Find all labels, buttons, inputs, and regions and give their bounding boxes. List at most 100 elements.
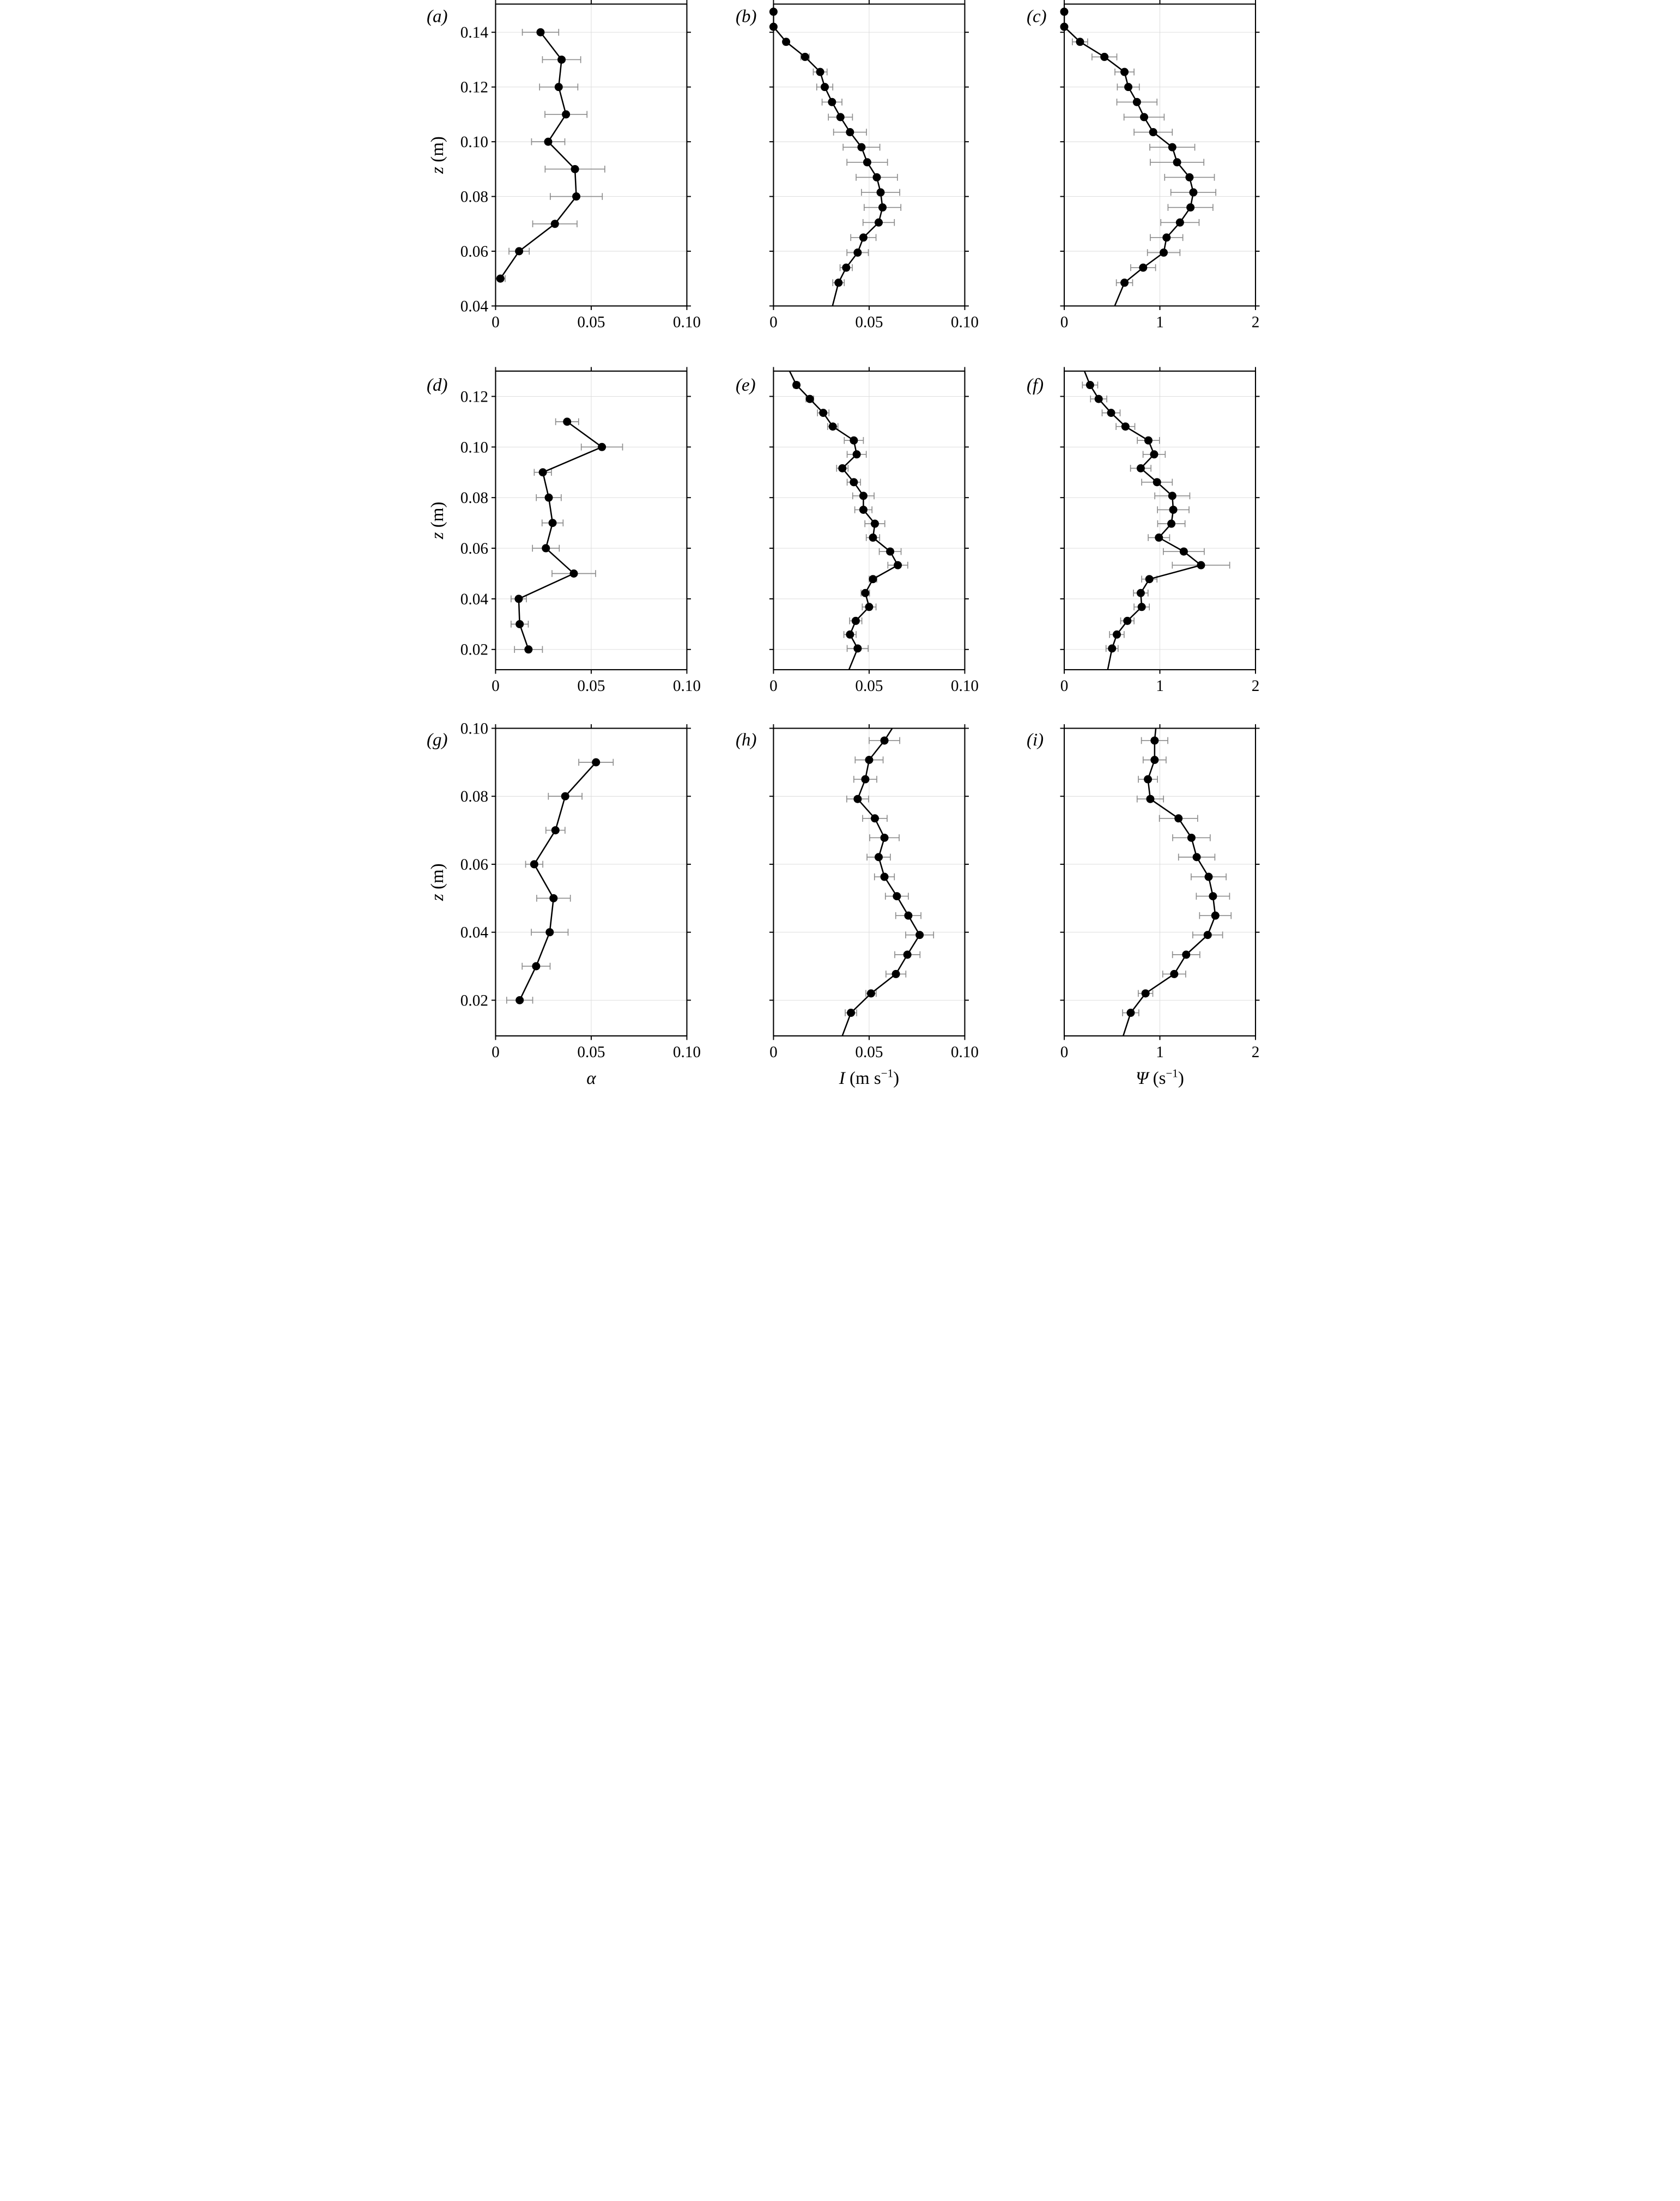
data-point xyxy=(1153,478,1161,487)
data-point xyxy=(864,756,873,765)
panel-label: (c) xyxy=(1027,7,1047,27)
y-tick-label: 0.10 xyxy=(460,439,488,456)
data-point xyxy=(1085,381,1094,390)
panel-d: 0 0.05 0.10 0.02 0.04 0.06 0.08 0.10 0.12 z (m) (d… xyxy=(427,367,701,695)
data-point xyxy=(1149,450,1158,459)
x-tick-label: 0.05 xyxy=(855,1044,883,1061)
gridlines xyxy=(773,371,965,670)
data-point xyxy=(536,28,544,37)
y-tick-label: 0.04 xyxy=(460,298,488,315)
panel-i: 0 1 2 Ψ (s−1) (i) xyxy=(1027,724,1259,1088)
y-tick-label: 0.10 xyxy=(460,720,488,737)
data-points xyxy=(1085,381,1205,653)
data-point xyxy=(1136,589,1145,597)
data-point xyxy=(859,505,868,514)
data-point xyxy=(792,381,800,390)
data-point xyxy=(849,478,858,487)
data-point xyxy=(851,616,860,625)
data-point xyxy=(541,544,550,553)
x-axis-label: Ψ (s−1) xyxy=(1136,1066,1184,1088)
x-tick-label: 1 xyxy=(1156,677,1164,695)
data-point xyxy=(1124,83,1132,92)
data-point xyxy=(1192,853,1201,862)
y-tick-label: 0.12 xyxy=(460,79,488,96)
x-tick-label: 0 xyxy=(1060,677,1068,695)
y-tick-label: 0.12 xyxy=(460,388,488,405)
data-point xyxy=(1169,505,1178,514)
profile-line xyxy=(499,32,577,279)
data-point xyxy=(1169,969,1178,978)
y-tick-label: 0.04 xyxy=(460,924,488,942)
data-point xyxy=(530,860,538,869)
data-point xyxy=(1144,436,1153,445)
data-point xyxy=(1204,872,1213,881)
data-point xyxy=(1168,143,1176,151)
data-point xyxy=(591,758,600,767)
data-point xyxy=(543,137,552,146)
data-points xyxy=(769,8,887,287)
data-point xyxy=(569,569,578,578)
y-tick-labels: 0.04 0.06 0.08 0.10 0.12 0.14 xyxy=(460,24,488,315)
data-point xyxy=(1203,931,1212,939)
data-point xyxy=(845,630,854,639)
panel-label: (b) xyxy=(736,7,756,27)
data-point xyxy=(1094,395,1103,403)
data-point xyxy=(545,928,554,937)
y-tick-label: 0.10 xyxy=(460,134,488,151)
data-point xyxy=(1145,575,1154,584)
data-point xyxy=(515,620,524,628)
data-point xyxy=(572,192,580,201)
figure-background xyxy=(420,0,1260,1100)
data-point xyxy=(864,603,873,611)
data-point xyxy=(834,278,842,287)
data-point xyxy=(1159,248,1168,257)
data-point xyxy=(551,826,560,835)
data-point xyxy=(1179,547,1188,556)
data-point xyxy=(1121,422,1130,431)
data-point xyxy=(1106,409,1115,417)
data-point xyxy=(868,575,877,584)
x-tick-label: 0 xyxy=(769,677,778,695)
data-point xyxy=(853,248,862,257)
data-point xyxy=(1120,278,1129,287)
data-point xyxy=(1150,736,1159,745)
data-point xyxy=(1132,98,1141,106)
profile-line xyxy=(1083,371,1203,670)
data-point xyxy=(1123,616,1131,625)
x-tick-label: 2 xyxy=(1251,1044,1259,1061)
x-tick-label: 0.05 xyxy=(577,677,605,695)
x-tick-labels: 0 1 2 xyxy=(1060,1044,1259,1061)
data-point xyxy=(876,188,885,197)
data-point xyxy=(915,931,924,939)
data-point xyxy=(903,950,912,959)
data-point xyxy=(562,417,571,426)
data-point xyxy=(805,395,814,403)
x-tick-label: 0.05 xyxy=(577,313,605,331)
data-point xyxy=(870,814,879,823)
data-point xyxy=(549,894,557,902)
x-tick-labels: 0 0.05 0.10 xyxy=(492,1044,701,1061)
tick-marks xyxy=(491,367,691,674)
data-point xyxy=(1112,630,1121,639)
data-point xyxy=(515,996,524,1004)
data-point xyxy=(1196,561,1205,569)
panel-label: (e) xyxy=(736,375,756,395)
data-point xyxy=(852,450,861,459)
x-tick-label: 0 xyxy=(492,313,500,331)
panel-f: 0 1 2 (f) xyxy=(1027,367,1259,695)
data-points xyxy=(496,28,580,283)
data-point xyxy=(857,143,865,151)
data-point xyxy=(531,962,540,971)
data-point xyxy=(496,274,505,283)
data-point xyxy=(1181,950,1190,959)
data-point xyxy=(1075,38,1084,46)
data-point xyxy=(1138,263,1147,272)
data-point xyxy=(538,468,547,477)
profile-line xyxy=(518,421,603,650)
tick-marks xyxy=(769,367,969,674)
data-point xyxy=(1150,756,1159,765)
x-tick-label: 2 xyxy=(1251,677,1259,695)
panel-label: (f) xyxy=(1027,375,1044,395)
gridlines xyxy=(495,371,687,670)
panel-b: 0 0.05 0.10 (b) xyxy=(736,0,979,331)
